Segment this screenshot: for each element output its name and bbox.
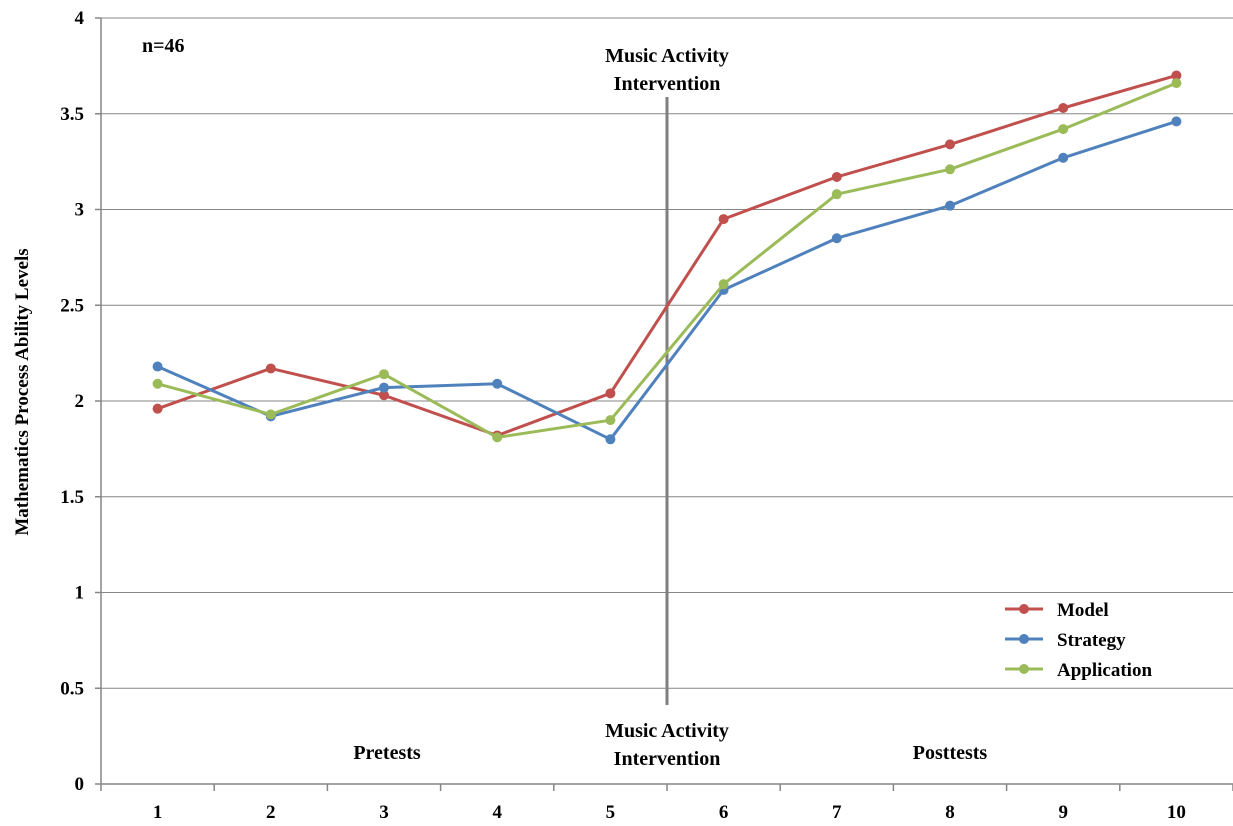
y-tick-label: 3 [75, 200, 85, 221]
data-point-model [379, 390, 389, 401]
data-point-model [152, 403, 163, 414]
y-tick-label: 1.5 [60, 487, 84, 508]
data-point-application [492, 432, 503, 443]
x-tick-label: 2 [266, 802, 276, 823]
legend-label-strategy: Strategy [1057, 630, 1126, 651]
data-point-application [605, 415, 616, 426]
data-point-model [265, 363, 276, 374]
x-tick-label: 4 [492, 802, 502, 823]
legend-swatch-marker-strategy [1019, 634, 1029, 644]
y-tick-label: 3.5 [60, 104, 84, 125]
data-point-application [379, 369, 389, 380]
posttests-label: Posttests [913, 742, 988, 764]
x-tick-label: 7 [832, 802, 842, 823]
series-line-strategy [156, 119, 1177, 441]
data-point-strategy [945, 200, 955, 211]
series-line-application [157, 81, 1177, 439]
data-point-model [831, 171, 842, 182]
data-point-strategy [379, 382, 389, 393]
data-point-model [1171, 70, 1182, 81]
x-tick-label: 8 [945, 802, 955, 823]
series-line-model [157, 73, 1177, 437]
data-point-application [1171, 78, 1182, 89]
intervention-top-label-line1: Music Activity [605, 45, 729, 67]
x-tick-label: 6 [719, 802, 729, 823]
legend-swatch-marker-model [1019, 604, 1029, 614]
y-axis-label: Mathematics Process Ability Levels [12, 248, 33, 535]
data-point-strategy [152, 361, 163, 372]
x-tick-label: 1 [153, 802, 163, 823]
data-point-application [718, 279, 729, 290]
legend-swatch-marker-application [1019, 664, 1029, 674]
y-tick-label: 0.5 [60, 678, 84, 699]
intervention-bottom-label-line2: Intervention [614, 748, 721, 770]
annotations: n=46 Music Activity Intervention Music A… [142, 35, 987, 770]
data-point-strategy [1171, 116, 1182, 127]
legend: Model Strategy Application [1005, 600, 1152, 681]
data-point-model [1058, 103, 1069, 114]
data-point-application [1058, 124, 1069, 135]
data-point-model [605, 388, 616, 399]
y-tick-label: 0 [75, 774, 85, 795]
x-tick-label: 9 [1058, 802, 1068, 823]
data-point-application [831, 189, 842, 200]
data-point-strategy [492, 378, 503, 389]
pretests-label: Pretests [353, 742, 421, 764]
intervention-top-label-line2: Intervention [614, 73, 721, 95]
x-tick-label: 3 [379, 802, 389, 823]
y-tick-label: 4 [75, 8, 85, 29]
series-lines [152, 70, 1182, 445]
x-tick-label: 10 [1167, 802, 1186, 823]
data-point-model [945, 139, 955, 150]
x-tick-label: 5 [606, 802, 616, 823]
x-tick-labels: 1 2 3 4 5 6 7 8 9 10 [100, 784, 1233, 823]
legend-label-model: Model [1057, 600, 1109, 621]
n-label: n=46 [142, 35, 185, 57]
y-tick-label: 2 [75, 391, 85, 412]
data-point-strategy [605, 434, 616, 445]
y-tick-label: 2.5 [60, 295, 84, 316]
data-point-application [945, 164, 955, 175]
legend-label-application: Application [1057, 660, 1152, 681]
data-point-application [265, 409, 276, 420]
data-point-strategy [831, 233, 842, 244]
y-tick-label: 1 [75, 583, 85, 604]
intervention-bottom-label-line1: Music Activity [605, 720, 729, 742]
data-point-strategy [1058, 152, 1069, 163]
y-tick-labels: 0 0.5 1 1.5 2 2.5 3 3.5 4 [60, 8, 84, 795]
data-point-application [152, 378, 163, 389]
data-point-model [718, 214, 729, 225]
